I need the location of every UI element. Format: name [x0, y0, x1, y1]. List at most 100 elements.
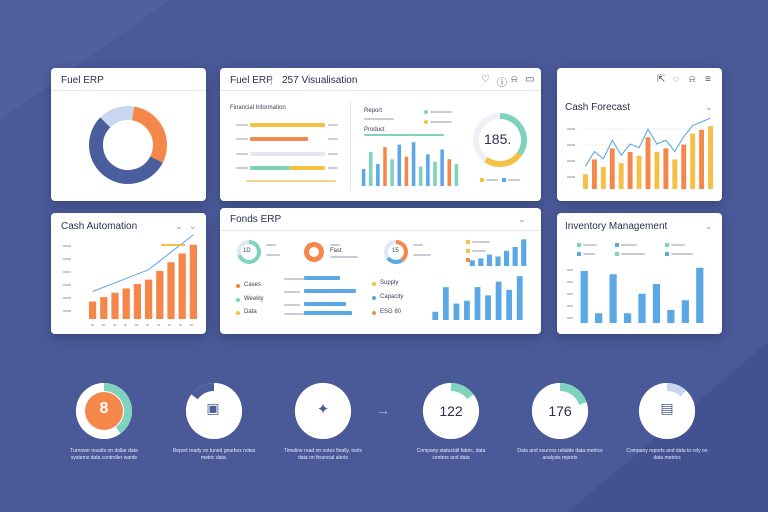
- pie-slice: [76, 383, 121, 439]
- trend-line: [584, 117, 711, 167]
- list-item-label: Supply: [380, 280, 399, 286]
- bar-line-chart: [567, 117, 715, 189]
- bar: [645, 137, 651, 189]
- card-subtitle: 257 Visualisation: [282, 75, 358, 86]
- donut-chart: [89, 106, 167, 184]
- y-tick-label: [567, 281, 573, 283]
- bar: [111, 292, 119, 319]
- pie-slice: [450, 383, 474, 400]
- metric-label: Fast: [330, 248, 342, 254]
- x-tick-label: [157, 324, 160, 326]
- bar: [609, 148, 615, 189]
- bar: [690, 133, 696, 189]
- hbar: [304, 311, 352, 315]
- folder-icon[interactable]: ▭: [525, 74, 535, 85]
- card-title: Cash Automation: [61, 221, 138, 232]
- progress-ring[interactable]: [530, 381, 590, 441]
- card-financial-visualisation: Fuel ERP | 257 Visualisation ♡ ⓘ ⍾ ▭ Fin…: [220, 68, 541, 201]
- bell-icon[interactable]: ⍾: [689, 74, 696, 85]
- bar: [512, 246, 518, 266]
- y-tick-label: [567, 128, 575, 130]
- y-tick-label: [63, 245, 71, 247]
- bar: [485, 295, 491, 320]
- bar: [383, 147, 387, 186]
- pie-slice: [103, 383, 132, 434]
- pie-slice: [559, 383, 587, 406]
- progress-ring[interactable]: [293, 381, 353, 441]
- mini-bar-chart: [469, 239, 527, 266]
- card-title: Fuel ERP: [230, 75, 273, 86]
- chevron-down-icon[interactable]: ⌄: [705, 221, 713, 231]
- progress-ring[interactable]: [421, 381, 481, 441]
- progress-ring[interactable]: [74, 381, 134, 441]
- list-item-label: ESG 80: [380, 309, 402, 315]
- x-tick-label: [91, 324, 94, 326]
- ring-center: [85, 392, 123, 430]
- mini-bar-chart: [361, 142, 459, 186]
- ring-center: [195, 392, 233, 430]
- bar-chart: [567, 267, 704, 323]
- section-title: Financial Information: [230, 105, 286, 111]
- pie-slice: [131, 106, 167, 163]
- pie-slice: [89, 117, 163, 184]
- pie-slice: [237, 240, 250, 256]
- donut-gauge: [384, 240, 408, 264]
- send-icon[interactable]: ⇱: [657, 74, 666, 85]
- x-tick-label: [124, 324, 127, 326]
- bar-line-chart: [63, 234, 198, 326]
- y-tick-label: [567, 305, 573, 307]
- icon-caption: Company reports and data to rely on data…: [626, 448, 708, 461]
- bar: [469, 260, 475, 266]
- bar: [623, 313, 632, 323]
- card-title: Fonds ERP: [230, 214, 282, 225]
- bar: [474, 287, 481, 320]
- donut-value: 185.: [484, 131, 512, 147]
- heart-icon[interactable]: ♡: [481, 74, 490, 85]
- menu-icon[interactable]: ≡: [705, 74, 711, 85]
- card-cash-forecast: ⇱ ◌ ⍾ ≡ Cash Forecast ⌄: [557, 68, 722, 201]
- donut-value: 15: [392, 248, 399, 254]
- pie-slice: [386, 256, 404, 264]
- bar: [133, 284, 142, 319]
- bar: [681, 144, 687, 189]
- list-item-label: Data: [244, 309, 257, 315]
- x-tick-label: [113, 324, 116, 326]
- chevron-down-icon[interactable]: ⌄: [518, 214, 526, 224]
- bar: [504, 250, 510, 266]
- bar: [404, 156, 409, 186]
- progress-ring[interactable]: [184, 381, 244, 441]
- arrow-right-icon: →: [376, 402, 390, 418]
- y-tick-label: [63, 258, 71, 260]
- progress-ring[interactable]: [637, 381, 697, 441]
- hbar: [304, 289, 356, 293]
- chevron-down-icon[interactable]: ⌄: [705, 102, 713, 112]
- card-fuel-erp-donut: Fuel ERP: [51, 68, 206, 201]
- legend-label: Report: [364, 108, 383, 114]
- pie-slice: [384, 240, 397, 260]
- y-tick-label: [567, 293, 573, 295]
- donut-gauge: [237, 240, 261, 264]
- bell-icon[interactable]: ⍾: [511, 74, 518, 85]
- bar: [88, 301, 97, 319]
- y-tick-label: [63, 310, 71, 312]
- bar: [361, 168, 366, 186]
- trend-line: [92, 234, 194, 292]
- chevron-down-icon[interactable]: ⌄: [175, 221, 183, 231]
- x-tick-label: [102, 324, 105, 326]
- bar: [708, 126, 713, 189]
- list-item-label: Weekly: [244, 296, 264, 302]
- chat-icon[interactable]: ◌: [673, 74, 679, 85]
- donut-gauge: [473, 113, 527, 167]
- bar: [667, 310, 675, 323]
- x-tick-label: [179, 324, 182, 326]
- bar: [595, 313, 603, 323]
- list-item-label: Capacity: [380, 294, 404, 300]
- chevron-down-icon[interactable]: ⌄: [189, 221, 197, 231]
- pie-slice: [100, 106, 135, 128]
- pie-slice: [191, 383, 215, 400]
- bar: [411, 142, 416, 186]
- x-tick-label: [168, 324, 171, 326]
- card-title: Cash Forecast: [565, 102, 631, 113]
- donut-value: 1D: [243, 248, 251, 254]
- info-icon[interactable]: ⓘ: [497, 78, 507, 89]
